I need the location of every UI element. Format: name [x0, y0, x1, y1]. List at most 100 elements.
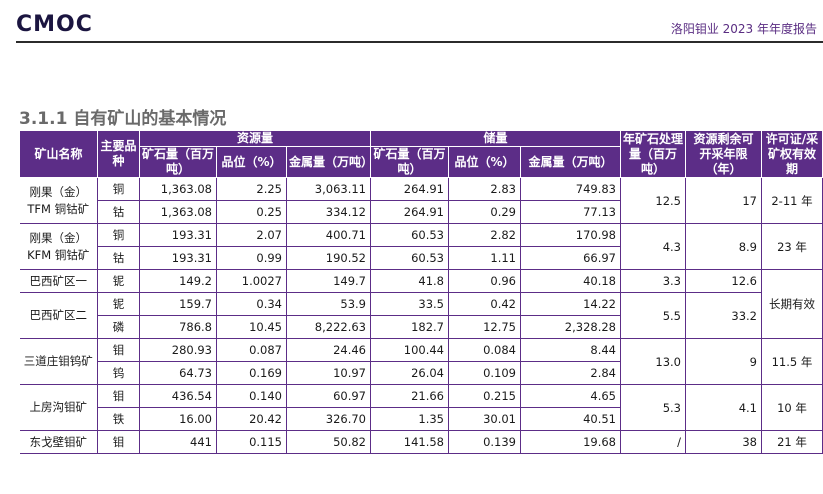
annual-processing: 3.3: [620, 269, 686, 293]
reserve-grade: 0.42: [448, 292, 521, 316]
mine-name: 东戈壁钼矿: [19, 430, 98, 454]
report-title: 洛阳钼业 2023 年年度报告: [670, 22, 817, 36]
resource-metal: 8,222.63: [286, 315, 371, 339]
resource-ore: 149.2: [139, 269, 217, 293]
reserve-grade: 0.109: [448, 361, 521, 385]
header-reserve-group: 储量: [370, 130, 621, 147]
reserve-grade: 0.96: [448, 269, 521, 293]
reserve-grade: 0.139: [448, 430, 521, 454]
table-row: 巴西矿区二 铌 159.7 0.34 53.9 33.5 0.42 14.22 …: [19, 292, 823, 339]
table-row: 刚果（金）TFM 铜钴矿 铜 1,363.08 2.25 3,063.11 26…: [19, 177, 823, 224]
resource-ore: 786.8: [139, 315, 217, 339]
remaining-life: 9: [685, 338, 762, 385]
product: 铜: [97, 177, 140, 201]
resource-grade: 0.169: [216, 361, 287, 385]
header-resource-group: 资源量: [139, 130, 371, 147]
mine-name: 三道庄钼钨矿: [19, 338, 98, 385]
reserve-metal: 40.18: [520, 269, 621, 293]
table-row: 三道庄钼钨矿 钼 280.93 0.087 24.46 100.44 0.084…: [19, 338, 823, 385]
annual-processing: 4.3: [620, 223, 686, 270]
table-row: 东戈壁钼矿 钼 441 0.115 50.82 141.58 0.139 19.…: [19, 430, 823, 454]
product: 钴: [97, 246, 140, 270]
resource-metal: 53.9: [286, 292, 371, 316]
product: 铜: [97, 223, 140, 247]
resource-metal: 326.70: [286, 407, 371, 431]
reserve-metal: 14.22: [520, 292, 621, 316]
product: 钴: [97, 200, 140, 224]
annual-processing: 12.5: [620, 177, 686, 224]
header-resource-grade: 品位（%）: [216, 146, 287, 178]
reserve-grade: 2.83: [448, 177, 521, 201]
reserve-ore: 182.7: [370, 315, 449, 339]
reserve-metal: 749.83: [520, 177, 621, 201]
resource-ore: 64.73: [139, 361, 217, 385]
resource-ore: 193.31: [139, 223, 217, 247]
table-row: 铁 16.00 20.42 326.70 1.35 30.01 40.51: [20, 407, 823, 431]
section-title: 3.1.1 自有矿山的基本情况: [19, 109, 227, 129]
product: 铌: [97, 292, 140, 316]
resource-ore: 193.31: [139, 246, 217, 270]
reserve-metal: 2.84: [520, 361, 621, 385]
reserve-ore: 21.66: [370, 384, 449, 408]
license-term: 10 年: [761, 384, 823, 431]
reserve-metal: 66.97: [520, 246, 621, 270]
resource-ore: 159.7: [139, 292, 217, 316]
resource-ore: 16.00: [139, 407, 217, 431]
product: 钨: [97, 361, 140, 385]
annual-processing: /: [620, 430, 686, 454]
mine-name: 巴西矿区二: [19, 292, 98, 339]
reserve-metal: 40.51: [520, 407, 621, 431]
annual-processing: 5.5: [620, 292, 686, 339]
reserve-grade: 0.29: [448, 200, 521, 224]
table-row: 上房沟钼矿 钼 436.54 0.140 60.97 21.66 0.215 4…: [19, 384, 823, 431]
reserve-grade: 12.75: [448, 315, 521, 339]
table-row: 磷 786.8 10.45 8,222.63 182.7 12.75 2,328…: [20, 315, 823, 339]
remaining-life: 4.1: [685, 384, 762, 431]
reserve-ore: 60.53: [370, 223, 449, 247]
table-row: 刚果（金）KFM 铜钴矿 铜 193.31 2.07 400.71 60.53 …: [19, 223, 823, 270]
mine-name: 刚果（金）KFM 铜钴矿: [19, 223, 98, 270]
resource-grade: 20.42: [216, 407, 287, 431]
header-divider: [16, 41, 823, 43]
header-reserve-metal: 金属量（万吨）: [520, 146, 621, 178]
reserve-metal: 19.68: [520, 430, 621, 454]
resource-grade: 0.140: [216, 384, 287, 408]
resource-grade: 2.25: [216, 177, 287, 201]
product: 铌: [97, 269, 140, 293]
resource-metal: 50.82: [286, 430, 371, 454]
resource-ore: 441: [139, 430, 217, 454]
mine-name: 上房沟钼矿: [19, 384, 98, 431]
remaining-life: 17: [685, 177, 762, 224]
reserve-metal: 8.44: [520, 338, 621, 362]
resource-grade: 2.07: [216, 223, 287, 247]
reserve-ore: 141.58: [370, 430, 449, 454]
mine-table: 矿山名称 主要品种 资源量 储量 年矿石处理量（百万吨） 资源剩余可开采年限（年…: [19, 130, 823, 454]
license-term: 11.5 年: [761, 338, 823, 385]
reserve-metal: 2,328.28: [520, 315, 621, 339]
mine-name: 巴西矿区一: [19, 269, 98, 293]
license-term: 长期有效: [761, 269, 823, 339]
reserve-metal: 170.98: [520, 223, 621, 247]
header-mine-name: 矿山名称: [19, 130, 98, 178]
header-license: 许可证/采矿权有效期: [761, 130, 823, 178]
license-term: 2-11 年: [761, 177, 823, 224]
resource-metal: 190.52: [286, 246, 371, 270]
resource-metal: 400.71: [286, 223, 371, 247]
resource-grade: 0.34: [216, 292, 287, 316]
reserve-ore: 264.91: [370, 177, 449, 201]
resource-metal: 24.46: [286, 338, 371, 362]
resource-grade: 0.115: [216, 430, 287, 454]
resource-grade: 1.0027: [216, 269, 287, 293]
annual-processing: 13.0: [620, 338, 686, 385]
resource-grade: 10.45: [216, 315, 287, 339]
reserve-grade: 30.01: [448, 407, 521, 431]
header-resource-ore: 矿石量（百万吨）: [139, 146, 217, 178]
table-row: 钴 1,363.08 0.25 334.12 264.91 0.29 77.13: [20, 200, 823, 224]
resource-metal: 60.97: [286, 384, 371, 408]
header-main-product: 主要品种: [97, 130, 140, 178]
header-annual-processing: 年矿石处理量（百万吨）: [620, 130, 686, 178]
remaining-life: 38: [685, 430, 762, 454]
resource-metal: 149.7: [286, 269, 371, 293]
reserve-grade: 0.084: [448, 338, 521, 362]
reserve-metal: 77.13: [520, 200, 621, 224]
